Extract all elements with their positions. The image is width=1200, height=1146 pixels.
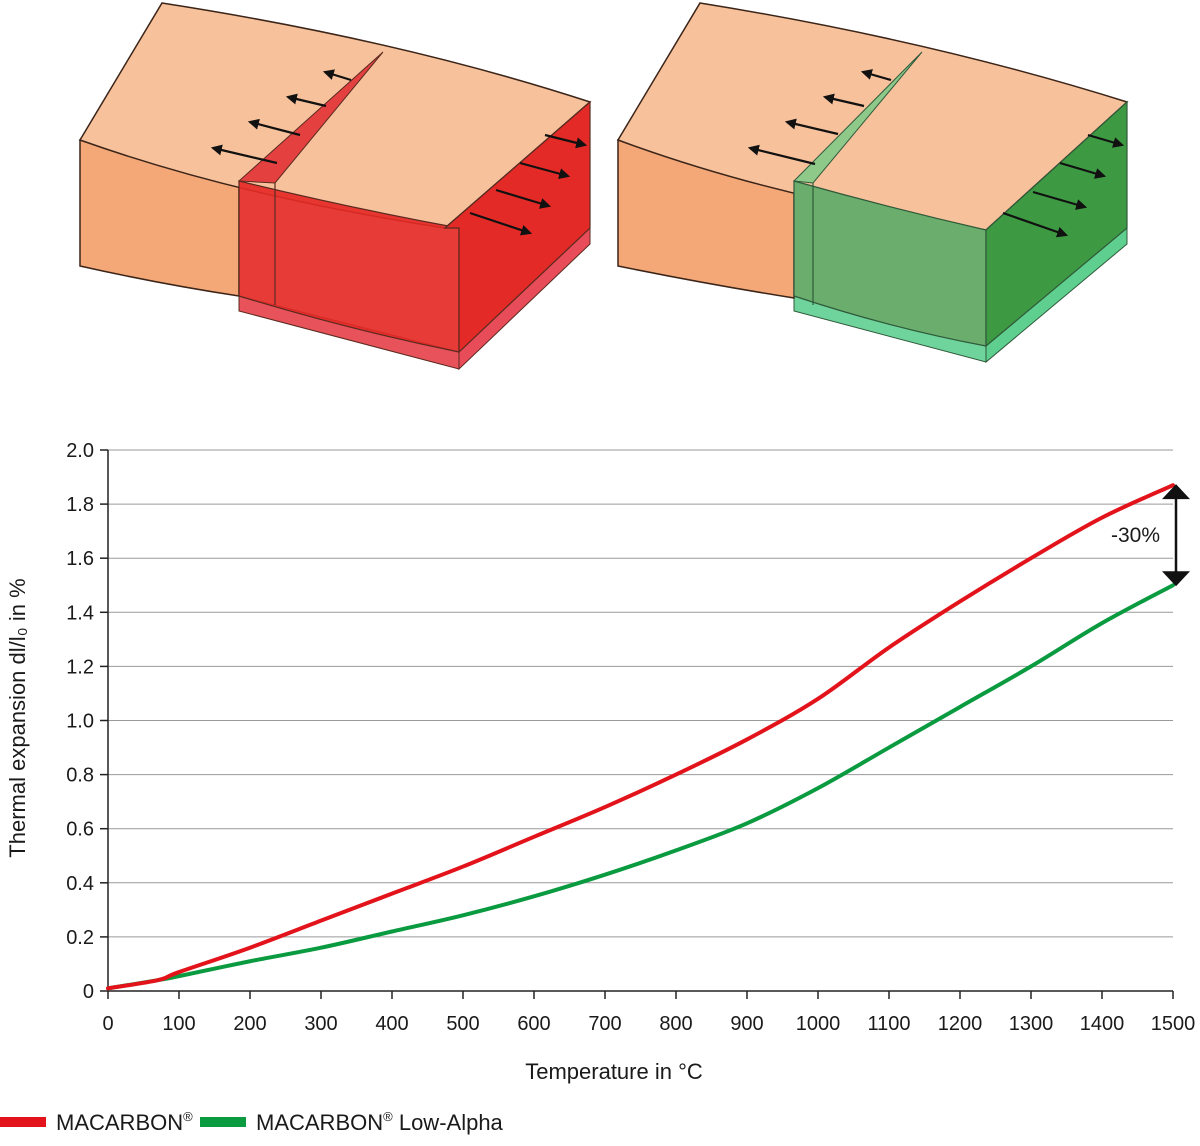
difference-arrow-head-up [1162,484,1190,500]
block-illustration-low-alpha [616,2,1129,364]
green-insert-side [985,100,1128,348]
arrow-expand [495,188,552,209]
y-tick-label: 1.0 [66,711,94,733]
y-tick-label: 0 [83,981,94,1003]
x-tick-label: 400 [375,1013,408,1035]
legend-item: MACARBON® Low-Alpha [200,1109,504,1135]
y-tick-label: 0.4 [66,873,94,895]
red-insert-side [443,100,591,354]
x-tick-label: 600 [517,1013,550,1035]
block-illustration-macarbon [78,2,592,371]
y-tick-label: 1.8 [66,494,94,516]
x-tick-label: 500 [446,1013,479,1035]
arrow-expand [1002,211,1069,238]
y-ticks: 0 0.2 0.4 0.6 0.8 1.0 1.2 1.4 1.6 1.8 2.0 [66,440,108,1003]
x-tick-label: 1300 [1009,1013,1054,1035]
x-tick-label: 700 [588,1013,621,1035]
y-tick-label: 0.6 [66,819,94,841]
x-ticks: 0 100 200 300 400 500 600 700 800 900 1000 1100 1200… [102,991,1195,1035]
x-tick-label: 1400 [1080,1013,1125,1035]
legend-item: MACARBON® [0,1109,193,1135]
red-insert-top [237,51,384,184]
x-tick-label: 300 [304,1013,337,1035]
difference-arrow-head-down [1162,571,1190,587]
arrow-contract [285,93,327,108]
y-tick-label: 1.2 [66,656,94,678]
x-tick-label: 1100 [867,1013,910,1035]
arrow-contract [247,118,301,137]
y-tick-label: 1.6 [66,548,94,570]
series-lines [106,483,1175,991]
legend-swatch [0,1117,46,1127]
x-tick-label: 1200 [938,1013,983,1035]
series-line-macarbon [106,483,1175,991]
x-tick-label: 0 [102,1013,113,1035]
x-axis-title: Temperature in °C [525,1059,703,1084]
green-insert-top [792,51,923,184]
arrow-expand [519,161,571,180]
arrow-expand [1059,161,1107,179]
difference-label: -30% [1111,524,1160,547]
arrow-contract [860,69,892,82]
arrow-contract [210,144,278,165]
arrow-expand [544,133,588,149]
grid-lines [108,449,1173,938]
legend: MACARBON® MACARBON® Low-Alpha [0,1109,504,1135]
arrow-expand [1032,190,1088,210]
x-tick-label: 800 [659,1013,692,1035]
x-tick-label: 1500 [1151,1013,1196,1035]
x-tick-label: 900 [730,1013,763,1035]
y-tick-label: 1.4 [66,602,94,624]
x-tick-label: 1000 [796,1013,841,1035]
chart: 0 100 200 300 400 500 600 700 800 900 1000 1100 1200… [5,440,1195,1084]
x-tick-label: 100 [162,1013,195,1035]
legend-label: MACARBON® Low-Alpha [256,1109,504,1135]
y-tick-label: 0.8 [66,765,94,787]
legend-swatch [200,1117,246,1127]
difference-annotation: -30% [1111,484,1190,587]
x-tick-label: 200 [233,1013,266,1035]
arrow-expand [1087,133,1125,148]
y-tick-label: 2.0 [66,440,94,462]
arrow-expand [469,211,533,236]
arrow-contract [322,69,352,82]
arrow-contract [747,144,816,166]
arrow-contract [784,118,839,136]
y-tick-label: 0.2 [66,927,94,949]
arrow-contract [822,93,865,108]
y-axis-title: Thermal expansion dl/l₀ in % [5,578,30,857]
legend-label: MACARBON® [56,1109,193,1135]
series-line-low-alpha [106,583,1175,991]
